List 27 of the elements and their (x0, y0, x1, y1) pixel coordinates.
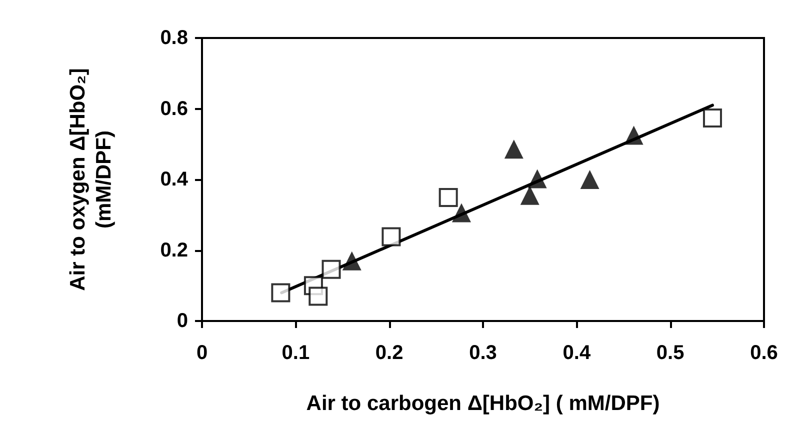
point (382, 227, 401, 246)
point (271, 283, 290, 302)
y-tick-label: 0.8 (160, 27, 188, 49)
point (322, 260, 341, 279)
y-tick-label: 0.2 (160, 239, 188, 262)
point (504, 140, 524, 159)
x-tick-label: 0.2 (375, 342, 404, 364)
point (520, 186, 540, 205)
x-axis-title: Air to carbogen Δ[HbO₂] ( mM/DPF) (306, 392, 660, 415)
point (342, 251, 362, 270)
x-tick-label: 0.5 (656, 342, 684, 364)
x-tick-label: 0.4 (562, 342, 592, 364)
point (308, 286, 328, 306)
point (528, 169, 547, 188)
x-tick-label: 0.6 (750, 342, 778, 364)
y-tick-label: 0.6 (160, 98, 188, 120)
point (702, 108, 722, 128)
x-tick-label: 0.3 (469, 342, 497, 364)
y-tick-label: 0.4 (160, 168, 189, 190)
point (624, 126, 644, 145)
y-tick-label: 0 (176, 310, 188, 332)
x-tick-label: 0.1 (282, 342, 310, 364)
y-axis-title: Air to oxygen Δ[HbO₂] (mM/DPF) (66, 68, 116, 291)
point (580, 170, 600, 189)
point (438, 188, 458, 208)
x-tick-label: 0 (196, 342, 208, 364)
point (452, 203, 471, 222)
